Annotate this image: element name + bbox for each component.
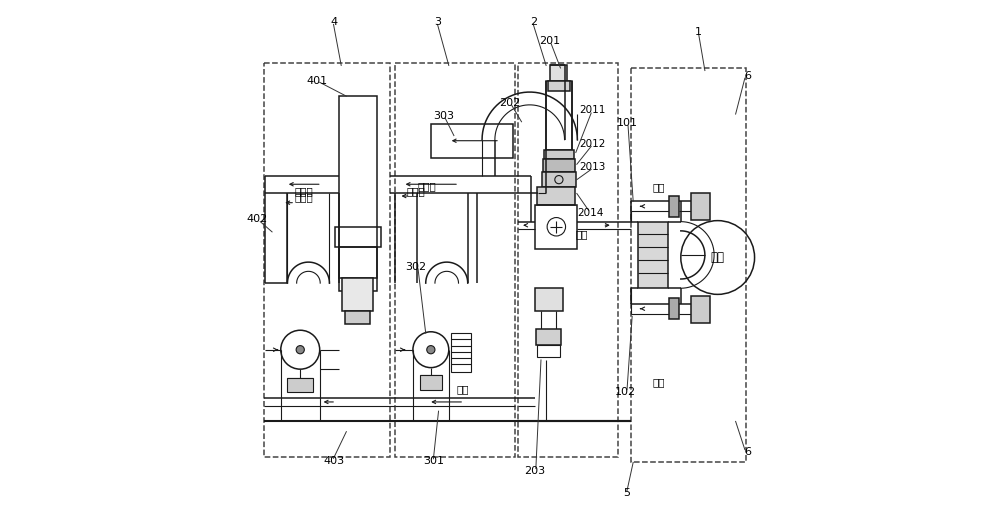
Bar [669,299,679,319]
Bar [691,296,710,322]
Bar [535,288,563,311]
Bar [345,311,370,324]
Bar [420,375,442,390]
Text: 蒸汽: 蒸汽 [653,377,665,387]
Bar [537,187,575,205]
Bar [431,124,513,158]
Text: 6: 6 [744,447,751,457]
Bar [550,65,567,81]
Text: 蒸汽: 蒸汽 [457,385,469,394]
Bar [691,194,710,220]
Text: 101: 101 [617,118,638,128]
Bar [544,150,574,159]
Text: 热空气: 热空气 [406,186,425,196]
Circle shape [427,346,435,354]
Text: 热空气: 热空气 [418,181,437,191]
Bar [264,63,390,457]
Text: 303: 303 [433,111,454,121]
Text: 402: 402 [246,214,267,224]
Bar [669,196,679,216]
Text: 201: 201 [539,37,560,46]
Text: 5: 5 [624,488,631,498]
Text: 6: 6 [744,71,751,81]
Bar [535,205,577,249]
Text: 301: 301 [423,456,444,467]
Text: 2013: 2013 [580,162,606,172]
Text: 102: 102 [615,387,636,397]
Text: 高炉: 高炉 [711,251,725,264]
Bar [451,333,471,372]
Bar [543,159,575,172]
Text: 202: 202 [500,98,521,108]
Bar [342,278,373,311]
Text: 401: 401 [307,76,328,86]
Text: 2011: 2011 [580,106,606,115]
Text: 203: 203 [524,466,545,476]
Text: 403: 403 [323,456,344,466]
Bar [518,63,618,457]
Bar [542,172,576,187]
Text: 2014: 2014 [577,208,603,218]
Bar [548,81,570,91]
Text: 2012: 2012 [580,139,606,149]
Bar [536,329,561,345]
Bar [339,96,377,291]
Bar [287,378,313,392]
Bar [335,227,381,247]
Text: 热空气: 热空气 [295,193,314,202]
Bar [537,345,560,357]
Text: 1: 1 [695,27,702,37]
Text: 蒸汽: 蒸汽 [576,230,588,239]
Bar [638,221,668,288]
Bar [395,63,515,457]
Text: 蒸汽: 蒸汽 [653,182,665,192]
Text: 3: 3 [434,17,441,27]
Text: 302: 302 [405,262,426,272]
Bar [546,81,572,150]
Text: 热空气: 热空气 [295,186,314,196]
Bar [631,68,746,462]
Circle shape [296,346,304,354]
Bar [339,247,377,278]
Text: 2: 2 [530,17,537,27]
Text: 4: 4 [330,17,337,27]
